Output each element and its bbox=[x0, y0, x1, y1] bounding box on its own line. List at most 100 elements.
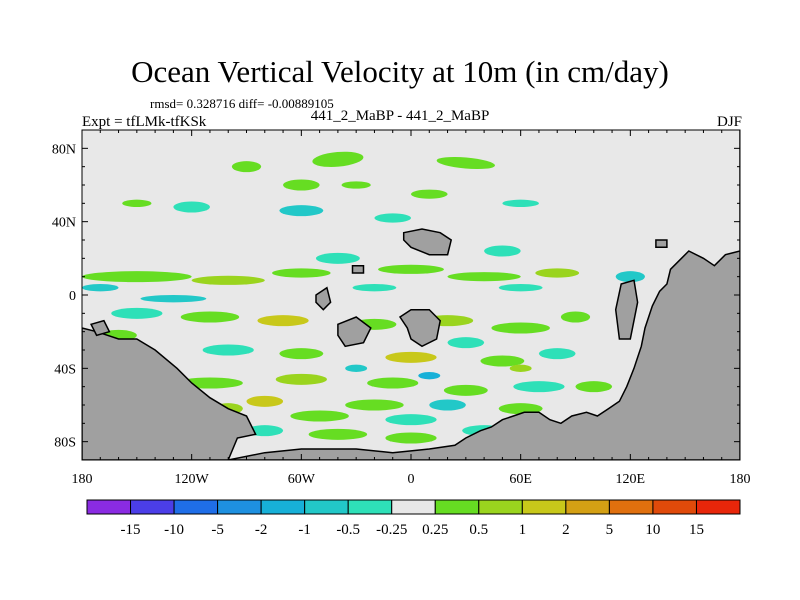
land-eastern-island bbox=[614, 279, 639, 340]
field-contour bbox=[560, 311, 591, 323]
colorbar-label: -10 bbox=[164, 522, 184, 538]
colorbar-swatch bbox=[521, 499, 567, 515]
colorbar-swatch bbox=[260, 499, 306, 515]
colorbar-swatch bbox=[217, 499, 262, 515]
y-tick-label: 80S bbox=[54, 436, 76, 451]
field-contour bbox=[275, 373, 327, 385]
x-tick-label: 0 bbox=[408, 472, 415, 487]
colorbar-swatch bbox=[173, 499, 219, 515]
field-contour bbox=[345, 364, 368, 373]
x-tick-label: 180 bbox=[730, 472, 751, 487]
colorbar-swatch bbox=[652, 499, 697, 515]
field-contour bbox=[615, 271, 645, 283]
field-contour bbox=[82, 284, 119, 292]
field-contour bbox=[140, 295, 207, 303]
field-contour bbox=[502, 199, 539, 207]
field-contour bbox=[279, 348, 324, 360]
land-eastern-continent bbox=[228, 130, 740, 460]
land-north-block bbox=[402, 228, 453, 256]
field-contour bbox=[443, 384, 488, 396]
land-small-islands bbox=[337, 316, 372, 348]
field-contour bbox=[575, 381, 613, 393]
y-tick-label: 80N bbox=[52, 142, 76, 157]
field-contour bbox=[447, 337, 485, 349]
stats-label: rmsd= 0.328716 diff= -0.00889105 bbox=[150, 96, 334, 111]
field-contour bbox=[111, 307, 163, 319]
field-contour bbox=[378, 264, 444, 274]
field-contour bbox=[272, 268, 331, 278]
field-contour bbox=[480, 355, 525, 367]
field-contour bbox=[385, 432, 437, 444]
colorbar-label: 0.5 bbox=[469, 522, 488, 538]
field-contour bbox=[385, 351, 437, 363]
colorbar-label: 1 bbox=[519, 522, 527, 538]
field-contour bbox=[279, 205, 324, 217]
field-contour bbox=[246, 395, 284, 407]
colorbar-swatch bbox=[347, 499, 393, 515]
colorbar-label: -1 bbox=[298, 522, 311, 538]
land-africa-small bbox=[398, 308, 442, 348]
land-small-north bbox=[351, 264, 365, 274]
field-contour bbox=[257, 315, 309, 327]
field-contour bbox=[484, 245, 521, 257]
field-contour bbox=[447, 272, 521, 282]
field-contour bbox=[429, 399, 466, 411]
field-contour bbox=[122, 199, 152, 207]
experiment-label: Expt = tfLMk-tfKSk bbox=[82, 114, 207, 130]
map-plot-area bbox=[82, 130, 740, 460]
colorbar-swatch bbox=[695, 499, 741, 515]
field-contour bbox=[374, 213, 411, 223]
x-tick-label: 120W bbox=[175, 472, 210, 487]
colorbar-swatch bbox=[608, 499, 654, 515]
field-contour bbox=[411, 189, 448, 199]
colorbar-label: 2 bbox=[562, 522, 570, 538]
field-contour bbox=[385, 414, 437, 426]
field-contour bbox=[231, 161, 262, 173]
subtitle-label: 441_2_MaBP - 441_2_MaBP bbox=[310, 108, 490, 124]
land-west-island bbox=[90, 319, 111, 337]
colorbar-swatch bbox=[130, 499, 175, 515]
x-tick-label: 180 bbox=[72, 472, 93, 487]
field-contour bbox=[341, 181, 371, 189]
colorbar-label: -15 bbox=[121, 522, 141, 538]
colorbar-label: -0.5 bbox=[336, 522, 360, 538]
y-tick-label: 40N bbox=[52, 216, 76, 231]
field-contour bbox=[352, 284, 397, 292]
x-tick-label: 120E bbox=[616, 472, 646, 487]
field-contour bbox=[367, 377, 419, 389]
field-contour bbox=[180, 311, 240, 323]
colorbar: -15 -10 -5 -2 -1 -0.5 -0.25 0.25 0.5 1 2 5 10 15 bbox=[86, 499, 741, 538]
field-contour bbox=[509, 364, 532, 373]
colorbar-label: 5 bbox=[606, 522, 614, 538]
field-contour bbox=[535, 268, 580, 278]
colorbar-swatch bbox=[86, 499, 132, 515]
field-contour bbox=[498, 403, 543, 415]
map-field bbox=[82, 130, 740, 460]
y-tick-label: 0 bbox=[69, 289, 76, 304]
field-contour bbox=[202, 344, 254, 356]
field-contour bbox=[308, 428, 368, 440]
field-contour bbox=[513, 381, 565, 393]
colorbar-label: 0.25 bbox=[422, 522, 448, 538]
field-contour bbox=[283, 179, 320, 191]
map-axes: 180 120W 60W 0 60E 120E 180 80N 40N 0 40S 80S bbox=[52, 129, 751, 487]
field-contour bbox=[173, 201, 210, 213]
colorbar-label: 10 bbox=[645, 522, 660, 538]
y-tick-label: 40S bbox=[54, 362, 76, 377]
colorbar-label: -0.25 bbox=[376, 522, 407, 538]
colorbar-swatch bbox=[391, 499, 436, 515]
x-tick-label: 60E bbox=[509, 472, 532, 487]
colorbar-label: -2 bbox=[255, 522, 268, 538]
land-pacific-island bbox=[655, 239, 668, 249]
field-contour bbox=[498, 284, 543, 292]
colorbar-swatch bbox=[565, 499, 610, 515]
season-label: DJF bbox=[716, 114, 742, 130]
field-contour bbox=[418, 372, 441, 380]
colorbar-swatch bbox=[478, 499, 523, 515]
field-contour bbox=[491, 322, 550, 334]
field-contour bbox=[538, 348, 576, 360]
field-contour bbox=[312, 151, 364, 167]
colorbar-label: 15 bbox=[689, 522, 704, 538]
colorbar-swatch bbox=[304, 499, 349, 515]
